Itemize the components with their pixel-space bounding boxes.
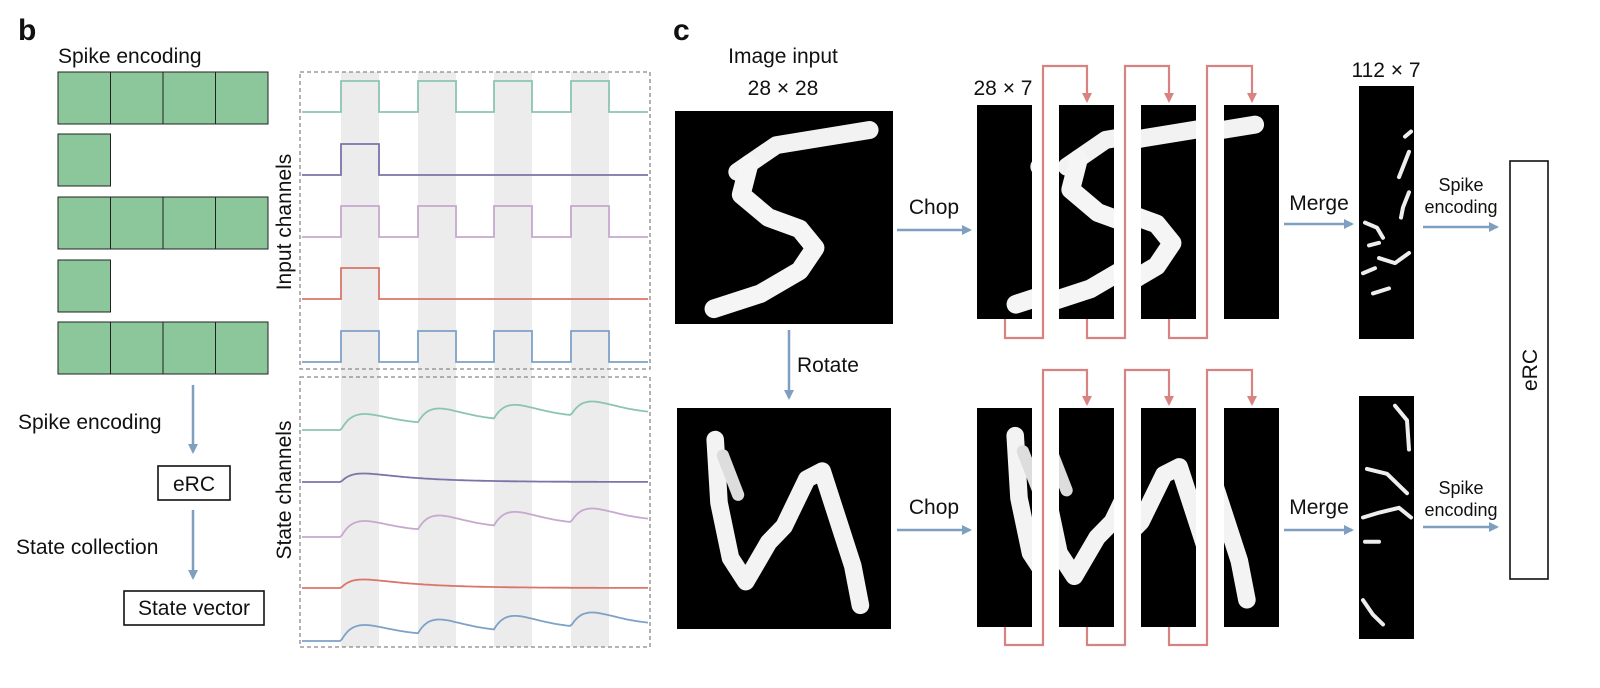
merge-link	[1167, 64, 1257, 340]
state-trace	[302, 578, 648, 589]
chopped-strip	[977, 105, 1032, 319]
merge-link	[1003, 64, 1092, 340]
chop-label-top: Chop	[909, 196, 959, 219]
spike-encoding-bottom-line1: Spike	[1438, 478, 1483, 498]
spike-grid	[57, 71, 269, 375]
state-trace	[302, 400, 649, 431]
state-trace	[302, 472, 648, 483]
rotate-label: Rotate	[797, 354, 859, 377]
flow-step-spike-encoding: Spike encoding	[18, 411, 162, 434]
input-trace	[302, 267, 648, 300]
state-channel-traces	[302, 400, 649, 642]
state-channels-frame	[299, 376, 651, 648]
state-trace	[302, 611, 649, 642]
input-trace	[302, 205, 648, 238]
spike-cell	[57, 133, 111, 187]
state-vector-box	[123, 590, 265, 626]
chopped-strips-top	[977, 105, 1279, 319]
time-band	[571, 72, 609, 647]
input-trace	[302, 80, 648, 113]
chopped-strip	[1224, 105, 1279, 319]
state-vector-label: State vector	[138, 597, 250, 620]
input-channels-frame	[299, 71, 651, 370]
input-channels-axis-label: Input channels	[273, 154, 296, 291]
panel-c: c Image input 28 × 28 Rotate Chop Chop 2…	[673, 14, 1549, 647]
panel-c-letter: c	[673, 14, 690, 47]
merge-link	[1003, 368, 1092, 647]
rotated-digit-icon	[706, 430, 870, 615]
merge-link	[1167, 368, 1257, 647]
input-trace	[302, 143, 648, 176]
merged-strip-top	[1359, 86, 1414, 339]
spike-encoding-bottom-line2: encoding	[1424, 500, 1497, 520]
spike-encoding-top-line1: Spike	[1438, 175, 1483, 195]
panel-b: b Spike encoding Spike encoding eRC Stat…	[16, 14, 651, 648]
time-band	[418, 72, 456, 647]
chop-label-bottom: Chop	[909, 496, 959, 519]
time-bands	[341, 72, 609, 647]
spike-cell	[162, 71, 216, 125]
spike-cell	[57, 71, 111, 125]
input-trace	[302, 330, 648, 363]
spike-cell	[57, 196, 111, 250]
spike-cell	[110, 196, 164, 250]
spike-cell	[110, 321, 164, 375]
erc-reservoir-label: eRC	[1519, 349, 1542, 391]
image-input-label: Image input	[728, 45, 838, 68]
erc-reservoir-box	[1509, 160, 1549, 580]
spike-cell	[57, 259, 111, 313]
merge-link	[1085, 64, 1174, 340]
spike-cell	[215, 196, 269, 250]
merge-size-label: 112 × 7	[1351, 59, 1420, 82]
erc-box-label: eRC	[173, 473, 215, 496]
erc-box	[157, 465, 231, 501]
flow-step-state-collection: State collection	[16, 536, 158, 559]
input-channel-traces	[302, 80, 648, 363]
merge-label-bottom: Merge	[1289, 496, 1349, 519]
spike-cell	[110, 71, 164, 125]
chop-size-label: 28 × 7	[974, 77, 1033, 100]
spike-cell	[57, 321, 111, 375]
spike-cell	[215, 71, 269, 125]
state-trace	[302, 507, 649, 538]
spike-cell	[162, 196, 216, 250]
state-channels-axis-label: State channels	[273, 421, 296, 560]
merge-label-top: Merge	[1289, 192, 1349, 215]
handwritten-digit-5-icon	[704, 121, 879, 319]
digit-image-rotated	[677, 408, 891, 629]
merge-link	[1085, 368, 1174, 647]
spike-cell	[162, 321, 216, 375]
time-band	[494, 72, 532, 647]
image-input-size: 28 × 28	[748, 77, 819, 100]
spike-cell	[215, 321, 269, 375]
chopped-strips-bottom	[977, 408, 1279, 627]
spike-encoding-top-line2: encoding	[1424, 197, 1497, 217]
time-band	[341, 72, 379, 647]
panel-b-letter: b	[18, 14, 36, 47]
merge-links-bottom	[1003, 368, 1257, 647]
merge-links-top	[1003, 64, 1257, 340]
digit-image-original	[675, 111, 893, 324]
spike-encoding-title: Spike encoding	[58, 45, 202, 68]
merged-strip-bottom	[1359, 396, 1414, 639]
